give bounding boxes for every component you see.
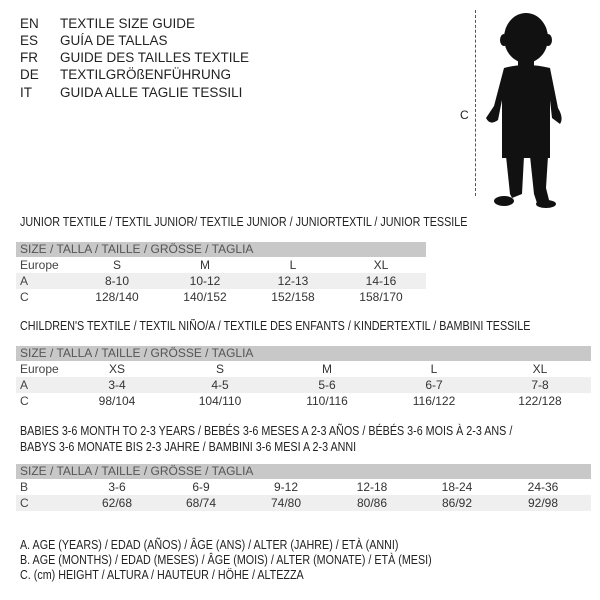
cell: 74/80 — [270, 496, 302, 510]
table-row-c: C 98/104 104/110 110/116 116/122 122/128 — [16, 393, 591, 409]
babies-size-table: SIZE / TALLA / TAILLE / GRÖSSE / TAGLIA … — [16, 464, 591, 511]
child-silhouette-icon — [486, 13, 562, 208]
cell: 158/170 — [359, 290, 403, 304]
table-row-c: C 62/68 68/74 74/80 80/86 86/92 92/98 — [16, 495, 591, 511]
cell: 104/110 — [198, 394, 242, 408]
title-es: GUÍA DE TALLAS — [60, 33, 168, 48]
cell: 7-8 — [531, 378, 549, 392]
cell: 24-36 — [527, 480, 559, 494]
cell: 6-7 — [425, 378, 443, 392]
row-label: Europe — [20, 258, 59, 272]
table-header: SIZE / TALLA / TAILLE / GRÖSSE / TAGLIA — [16, 346, 591, 361]
cell: 18-24 — [441, 480, 473, 494]
cell: 86/92 — [441, 496, 473, 510]
table-row-europe: Europe S M L XL — [16, 257, 426, 273]
table-row-a: A 8-10 10-12 12-13 14-16 — [16, 273, 426, 289]
cell: S — [112, 258, 122, 272]
title-de: TEXTILGRÖßENFÜHRUNG — [60, 67, 232, 82]
table-row-c: C 128/140 140/152 152/158 158/170 — [16, 289, 426, 305]
title-fr: GUIDE DES TAILLES TEXTILE — [60, 50, 250, 65]
cell: M — [322, 362, 332, 376]
legend-c: C. (cm) HEIGHT / ALTURA / HAUTEUR / HÖHE… — [20, 568, 304, 582]
cell: XL — [532, 362, 548, 376]
cell: 12-13 — [277, 274, 309, 288]
height-label: C — [460, 108, 469, 122]
lang-code-en: EN — [20, 16, 39, 31]
cell: 116/122 — [412, 394, 456, 408]
lang-code-de: DE — [20, 67, 39, 82]
cell: 12-18 — [356, 480, 388, 494]
cell: 3-4 — [108, 378, 126, 392]
row-label: C — [20, 496, 29, 510]
cell: 140/152 — [183, 290, 227, 304]
row-label: C — [20, 394, 29, 408]
cell: 92/98 — [527, 496, 559, 510]
cell: 6-9 — [192, 480, 210, 494]
legend-b: B. AGE (MONTHS) / EDAD (MESES) / ÂGE (MO… — [20, 553, 432, 567]
cell: 9-12 — [273, 480, 299, 494]
title-en: TEXTILE SIZE GUIDE — [60, 16, 196, 31]
cell: 62/68 — [101, 496, 133, 510]
children-size-table: SIZE / TALLA / TAILLE / GRÖSSE / TAGLIA … — [16, 346, 591, 409]
row-label: Europe — [20, 362, 59, 376]
cell: S — [215, 362, 225, 376]
row-label: C — [20, 290, 29, 304]
cell: 80/86 — [356, 496, 388, 510]
lang-code-fr: FR — [20, 50, 38, 65]
cell: XL — [373, 258, 389, 272]
cell: L — [289, 258, 297, 272]
cell: 128/140 — [95, 290, 139, 304]
cell: 10-12 — [189, 274, 221, 288]
height-measure-line — [475, 10, 476, 196]
table-header: SIZE / TALLA / TAILLE / GRÖSSE / TAGLIA — [16, 464, 591, 479]
babies-section-title-line2: BABYS 3-6 MONATE BIS 2-3 JAHRE / BAMBINI… — [20, 440, 357, 454]
table-row-b: B 3-6 6-9 9-12 12-18 18-24 24-36 — [16, 479, 591, 495]
cell: 122/128 — [518, 394, 562, 408]
table-row-a: A 3-4 4-5 5-6 6-7 7-8 — [16, 377, 591, 393]
row-label: A — [20, 274, 29, 288]
cell: 110/116 — [306, 394, 348, 408]
babies-section-title-line1: BABIES 3-6 MONTH TO 2-3 YEARS / BEBÉS 3-… — [20, 424, 513, 438]
cell: 98/104 — [98, 394, 136, 408]
children-section-title: CHILDREN'S TEXTILE / TEXTIL NIÑO/A / TEX… — [20, 319, 531, 333]
cell: M — [200, 258, 210, 272]
lang-code-it: IT — [20, 85, 32, 100]
table-row-europe: Europe XS S M L XL — [16, 361, 591, 377]
cell: 14-16 — [365, 274, 397, 288]
cell: XS — [108, 362, 126, 376]
cell: 5-6 — [318, 378, 336, 392]
junior-size-table: SIZE / TALLA / TAILLE / GRÖSSE / TAGLIA … — [16, 242, 426, 305]
row-label: A — [20, 378, 29, 392]
row-label: B — [20, 480, 29, 494]
title-it: GUIDA ALLE TAGLIE TESSILI — [60, 85, 243, 100]
cell: 4-5 — [211, 378, 229, 392]
cell: 152/158 — [271, 290, 315, 304]
lang-code-es: ES — [20, 33, 39, 48]
cell: 68/74 — [185, 496, 217, 510]
cell: 3-6 — [108, 480, 126, 494]
legend-a: A. AGE (YEARS) / EDAD (AÑOS) / ÂGE (ANS)… — [20, 538, 399, 552]
cell: L — [430, 362, 438, 376]
cell: 8-10 — [104, 274, 130, 288]
table-header: SIZE / TALLA / TAILLE / GRÖSSE / TAGLIA — [16, 242, 426, 257]
junior-section-title: JUNIOR TEXTILE / TEXTIL JUNIOR/ TEXTILE … — [20, 215, 468, 229]
